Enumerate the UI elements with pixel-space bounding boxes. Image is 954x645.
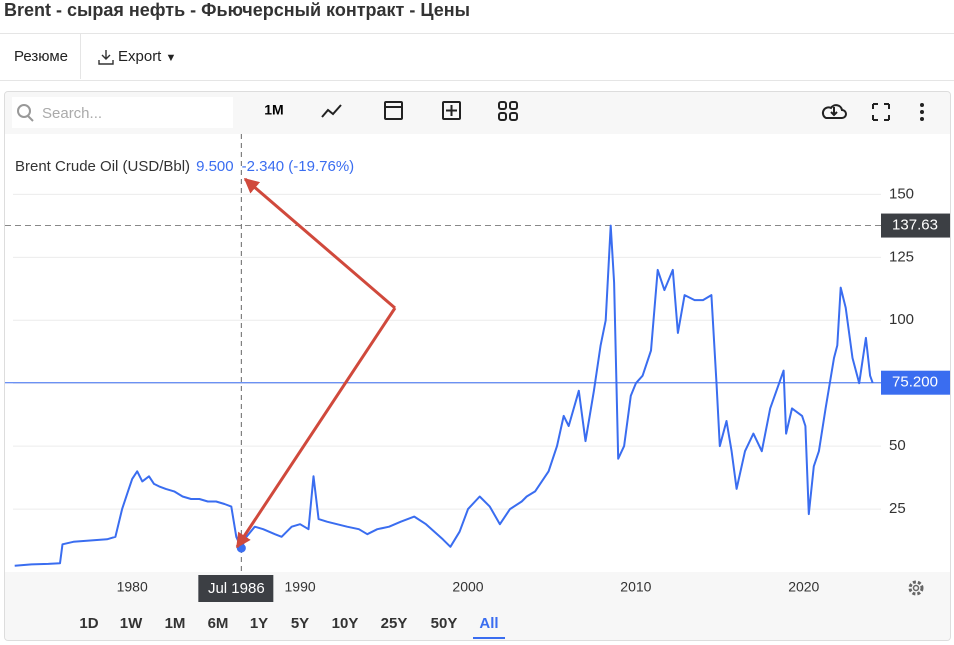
period-button[interactable]: 25Y: [381, 615, 408, 632]
period-button[interactable]: 1D: [79, 615, 98, 632]
legend-value: 9.500: [196, 158, 234, 175]
x-tick-label: 2000: [452, 579, 483, 595]
download-chart-icon[interactable]: [821, 104, 847, 119]
caret: ▼: [165, 52, 177, 64]
x-tick-label: 2010: [620, 579, 651, 595]
y-tick-label: 50: [889, 437, 906, 454]
annotation-arrows: [235, 177, 397, 549]
tab[interactable]: Резюме: [2, 34, 81, 79]
legend-title: Brent Crude Oil (USD/Bbl): [15, 158, 190, 175]
search-box[interactable]: [12, 97, 233, 128]
line-type-icon[interactable]: [321, 104, 342, 118]
y-tick-label: 25: [889, 500, 906, 517]
period-button[interactable]: 6M: [208, 615, 229, 632]
legend: Brent Crude Oil (USD/Bbl) 9.500 -2.340 (-1…: [15, 158, 354, 175]
export-button[interactable]: Export ▼: [86, 34, 188, 79]
period-button[interactable]: 1Y: [250, 615, 268, 632]
price-label: 137.63: [892, 217, 938, 234]
search-placeholder: Search...: [42, 105, 102, 122]
period-button[interactable]: All: [479, 615, 498, 632]
download-icon: [98, 50, 114, 65]
price-label-box: [881, 370, 950, 395]
add-icon[interactable]: [442, 101, 461, 120]
calendar-icon[interactable]: [384, 101, 403, 120]
interval-button[interactable]: 1M: [264, 102, 283, 118]
plot-area: [5, 134, 881, 574]
search-icon: [27, 115, 34, 122]
fullscreen-icon[interactable]: [872, 103, 890, 121]
x-axis-area: [5, 572, 950, 640]
price-label: 75.200: [892, 374, 938, 391]
hover-date-box: [198, 575, 274, 602]
chart-panel: Search... 1M 255075100125150198019902000…: [4, 91, 951, 641]
search-icon: [17, 104, 31, 118]
x-tick-label: 2020: [788, 579, 819, 595]
y-tick-label: 100: [889, 311, 914, 328]
y-tick-label: 125: [889, 248, 914, 265]
period-button[interactable]: 10Y: [332, 615, 359, 632]
page-title: Brent - сырая нефть - Фьючерсный контрак…: [4, 0, 470, 20]
y-tick-label: 150: [889, 185, 914, 202]
period-button[interactable]: 5Y: [291, 615, 309, 632]
legend-change: -2.340 (-19.76%): [242, 158, 355, 175]
y-axis-area: [881, 134, 950, 574]
tab-bar: Резюме Export ▼: [0, 33, 954, 81]
period-button[interactable]: 1W: [120, 615, 143, 632]
period-button[interactable]: 50Y: [431, 615, 458, 632]
price-line: [14, 224, 874, 567]
x-tick-label: 1980: [117, 579, 148, 595]
settings-icon[interactable]: [908, 580, 924, 596]
export-label: Export: [118, 48, 162, 65]
price-label-box: [881, 213, 950, 238]
x-tick-label: 1990: [285, 579, 316, 595]
chart: Search... 1M 255075100125150198019902000…: [5, 92, 950, 640]
menu-icon[interactable]: [920, 103, 924, 121]
hover-date-label: Jul 1986: [208, 580, 265, 597]
period-button[interactable]: 1M: [165, 615, 186, 632]
layout-icon[interactable]: [498, 101, 518, 121]
